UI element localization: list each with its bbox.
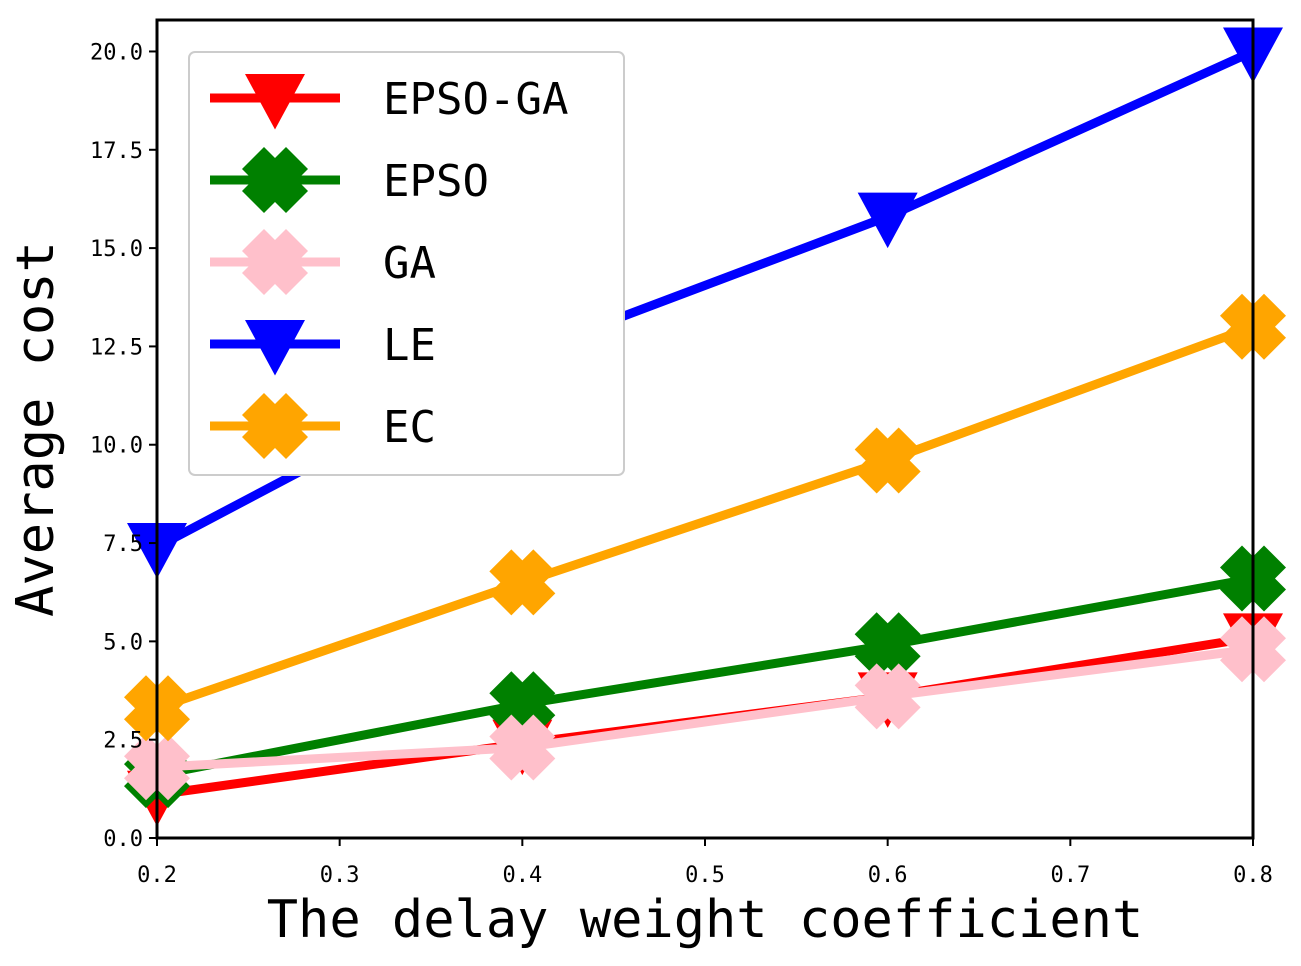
y-axis-ticks: 0.0 2.5 5.0 7.5 10.0 12.5 15.0 17.5 20.0: [90, 40, 157, 852]
legend-marker-ga: [242, 229, 308, 295]
y-tick-label: 0.0: [103, 827, 143, 852]
x-tick-label: 0.3: [320, 863, 360, 888]
x-tick-label: 0.5: [685, 863, 725, 888]
legend-marker-le: [245, 320, 305, 376]
legend-item-ec: EC: [210, 393, 436, 459]
legend-label: EC: [383, 402, 436, 453]
legend-box: [188, 51, 625, 476]
legend-label: EPSO: [383, 156, 489, 207]
x-axis-ticks: 0.2 0.3 0.4 0.5 0.6 0.7 0.8: [137, 838, 1273, 888]
legend-item-epso: EPSO: [210, 147, 489, 213]
y-tick-label: 15.0: [90, 237, 143, 262]
y-tick-label: 10.0: [90, 434, 143, 459]
legend-label: LE: [383, 320, 436, 371]
legend-item-ga: GA: [210, 229, 436, 295]
legend-label: EPSO-GA: [383, 74, 568, 125]
x-tick-label: 0.7: [1050, 863, 1090, 888]
series-line-epso: [156, 574, 1254, 780]
x-tick-label: 0.6: [868, 863, 908, 888]
x-axis-label: The delay weight coefficient: [267, 890, 1144, 950]
y-tick-label: 5.0: [103, 630, 143, 655]
data-point-le: [857, 192, 918, 249]
legend-marker-ec: [242, 393, 308, 459]
data-point-ec: [854, 427, 921, 494]
legend-marker-epso-ga: [245, 74, 305, 130]
data-point-ga: [489, 714, 556, 781]
data-point-ec: [489, 549, 556, 616]
y-tick-label: 17.5: [90, 139, 143, 164]
legend-label: GA: [383, 238, 436, 289]
legend-item-le: LE: [210, 320, 436, 376]
legend: EPSO-GA EPSO GA LE EC: [188, 51, 625, 476]
y-axis-label: Average cost: [6, 241, 66, 617]
y-tick-label: 20.0: [90, 40, 143, 65]
y-tick-label: 2.5: [103, 729, 143, 754]
legend-marker-epso: [242, 147, 308, 213]
y-tick-label: 12.5: [90, 335, 143, 360]
series-line-ec: [155, 322, 1255, 713]
series-line-ga: [156, 644, 1254, 772]
data-point-epso: [854, 612, 921, 679]
y-tick-label: 7.5: [103, 532, 143, 557]
legend-item-epso-ga: EPSO-GA: [210, 74, 568, 130]
data-point-ga: [854, 663, 921, 730]
x-tick-label: 0.4: [502, 863, 542, 888]
x-tick-label: 0.8: [1233, 863, 1273, 888]
x-tick-label: 0.2: [137, 863, 177, 888]
